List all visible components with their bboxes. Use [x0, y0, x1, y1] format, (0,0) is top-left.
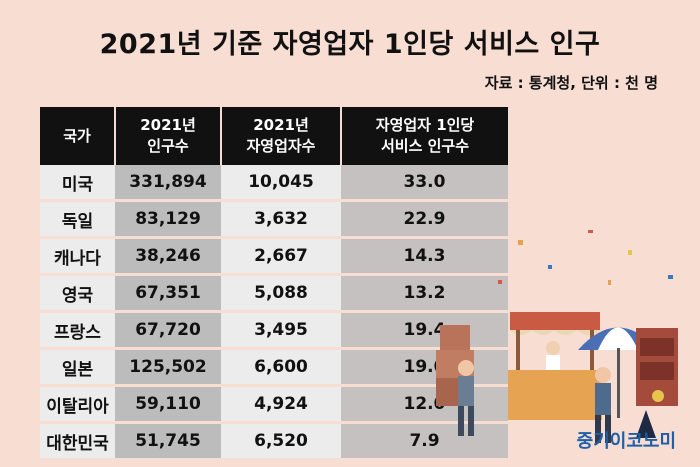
publisher-logo: 중기이코노미: [576, 431, 676, 452]
cell-per-capita: 12.0: [341, 385, 508, 424]
cell-self-employed: 6,520: [221, 422, 341, 461]
cell-self-employed: 3,632: [221, 200, 341, 239]
table-row: 독일 83,129 3,632 22.9: [40, 200, 508, 239]
person-left: [458, 360, 474, 436]
cell-country: 미국: [40, 165, 115, 202]
cell-country: 이탈리아: [40, 385, 115, 424]
cell-self-employed: 5,088: [221, 274, 341, 313]
header-per-capita: 자영업자 1인당 서비스 인구수: [341, 107, 508, 165]
table-row: 대한민국 51,745 6,520 7.9: [40, 422, 508, 461]
cell-per-capita: 13.2: [341, 274, 508, 313]
cell-population: 67,351: [115, 274, 221, 313]
cell-self-employed: 3,495: [221, 311, 341, 350]
cell-country: 독일: [40, 200, 115, 239]
cell-per-capita: 19.4: [341, 311, 508, 350]
right-shelf: [636, 328, 678, 406]
header-population: 2021년 인구수: [115, 107, 222, 165]
table-row: 영국 67,351 5,088 13.2: [40, 274, 508, 313]
cell-population: 51,745: [115, 422, 221, 461]
table-row: 일본 125,502 6,600 19.0: [40, 348, 508, 387]
cell-self-employed: 2,667: [221, 237, 341, 276]
cell-population: 125,502: [115, 348, 221, 387]
cell-per-capita: 7.9: [341, 422, 508, 461]
cell-per-capita: 33.0: [341, 165, 508, 202]
confetti-decoration: [498, 230, 673, 285]
table-row: 프랑스 67,720 3,495 19.4: [40, 311, 508, 350]
sign-board: [636, 410, 656, 438]
cell-per-capita: 19.0: [341, 348, 508, 387]
cell-per-capita: 14.3: [341, 237, 508, 276]
cell-country: 영국: [40, 274, 115, 313]
header-self-employed: 2021년 자영업자수: [221, 107, 342, 165]
table-row: 미국 331,894 10,045 33.0: [40, 165, 508, 202]
cell-country: 프랑스: [40, 311, 115, 350]
page-title: 2021년 기준 자영업자 1인당 서비스 인구: [99, 29, 601, 60]
cell-population: 83,129: [115, 200, 221, 239]
table-row: 이탈리아 59,110 4,924 12.0: [40, 385, 508, 424]
cell-self-employed: 10,045: [221, 165, 341, 202]
cell-population: 67,720: [115, 311, 221, 350]
market-stall: [508, 312, 602, 420]
market-illustration: [436, 230, 678, 443]
cell-population: 59,110: [115, 385, 221, 424]
cell-per-capita: 22.9: [341, 200, 508, 239]
cell-self-employed: 6,600: [221, 348, 341, 387]
table-row: 캐나다 38,246 2,667 14.3: [40, 237, 508, 276]
cell-population: 331,894: [115, 165, 221, 202]
data-table: 국가 2021년 인구수 2021년 자영업자수 자영업자 1인당 서비스 인구…: [40, 107, 508, 461]
cell-country: 대한민국: [40, 422, 115, 461]
cell-self-employed: 4,924: [221, 385, 341, 424]
cell-country: 일본: [40, 348, 115, 387]
header-country: 국가: [40, 107, 116, 165]
source-note: 자료 : 통계청, 단위 : 천 명: [484, 74, 658, 92]
cell-population: 38,246: [115, 237, 221, 276]
person-right: [595, 367, 611, 443]
cell-country: 캐나다: [40, 237, 115, 276]
table-header-row: 국가 2021년 인구수 2021년 자영업자수 자영업자 1인당 서비스 인구…: [40, 107, 508, 165]
